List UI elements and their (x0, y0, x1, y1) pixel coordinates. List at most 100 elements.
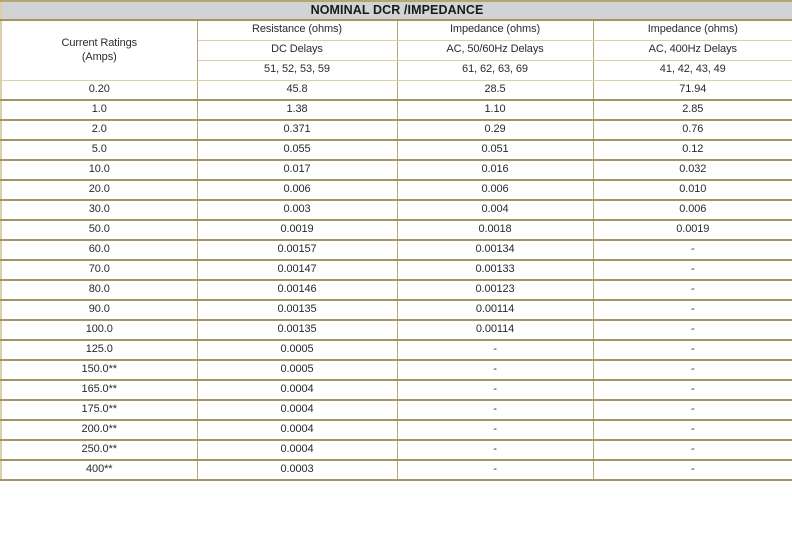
cell-impedance-400: 0.032 (592, 160, 792, 181)
cell-impedance-5060: 0.004 (396, 200, 594, 221)
cell-impedance-5060: - (396, 400, 594, 421)
cell-resistance-dc: 1.38 (196, 100, 398, 121)
cell-impedance-400: 0.006 (592, 200, 792, 221)
cell-impedance-5060: 0.00123 (396, 280, 594, 301)
cell-resistance-dc: 0.0004 (196, 420, 398, 441)
header-models-ac5060: 61, 62, 63, 69 (396, 59, 594, 81)
cell-impedance-5060: 0.016 (396, 160, 594, 181)
cell-current-rating: 250.0** (0, 440, 198, 461)
cell-impedance-5060: - (396, 360, 594, 381)
cell-impedance-5060: 1.10 (396, 100, 594, 121)
header-row-delay: DC Delays AC, 50/60Hz Delays AC, 400Hz D… (1, 39, 792, 61)
cell-current-rating: 5.0 (0, 140, 198, 161)
cell-impedance-400: - (592, 280, 792, 301)
cell-impedance-400: 2.85 (592, 100, 792, 121)
cell-current-rating: 1.0 (0, 100, 198, 121)
table-row: 10.0 0.017 0.016 0.032 (0, 160, 792, 181)
table-row: 1.0 1.38 1.10 2.85 (0, 100, 792, 121)
cell-resistance-dc: 0.017 (196, 160, 398, 181)
cell-current-rating: 80.0 (0, 280, 198, 301)
cell-resistance-dc: 0.0003 (196, 460, 398, 481)
table-body: 0.20 45.8 28.5 71.94 1.0 1.38 1.10 2.85 … (0, 80, 792, 481)
cell-current-rating: 70.0 (0, 260, 198, 281)
cell-impedance-400: - (592, 460, 792, 481)
table-row: 80.0 0.00146 0.00123 - (0, 280, 792, 301)
cell-impedance-400: - (592, 320, 792, 341)
cell-current-rating: 30.0 (0, 200, 198, 221)
cell-impedance-400: - (592, 380, 792, 401)
cell-resistance-dc: 0.0004 (196, 400, 398, 421)
table-title: NOMINAL DCR /IMPEDANCE (1, 1, 792, 21)
cell-impedance-400: 0.010 (592, 180, 792, 201)
table-row: 0.20 45.8 28.5 71.94 (0, 80, 792, 101)
cell-impedance-5060: 0.29 (396, 120, 594, 141)
table-row: 100.0 0.00135 0.00114 - (0, 320, 792, 341)
header-ac-5060-delays: AC, 50/60Hz Delays (396, 39, 594, 61)
cell-impedance-5060: - (396, 440, 594, 461)
cell-current-rating: 125.0 (0, 340, 198, 361)
cell-impedance-5060: - (396, 380, 594, 401)
cell-impedance-400: - (592, 400, 792, 421)
cell-impedance-400: - (592, 340, 792, 361)
cell-resistance-dc: 0.0005 (196, 340, 398, 361)
cell-impedance-400: - (592, 440, 792, 461)
cell-current-rating: 100.0 (0, 320, 198, 341)
cell-resistance-dc: 0.0004 (196, 440, 398, 461)
table-row: 30.0 0.003 0.004 0.006 (0, 200, 792, 221)
cell-resistance-dc: 0.371 (196, 120, 398, 141)
cell-impedance-400: - (592, 240, 792, 261)
cell-impedance-5060: - (396, 420, 594, 441)
cell-impedance-5060: - (396, 460, 594, 481)
cell-resistance-dc: 0.0005 (196, 360, 398, 381)
cell-impedance-400: 0.76 (592, 120, 792, 141)
cell-resistance-dc: 0.0004 (196, 380, 398, 401)
cell-resistance-dc: 45.8 (196, 80, 398, 101)
cell-resistance-dc: 0.0019 (196, 220, 398, 241)
cell-impedance-400: 0.12 (592, 140, 792, 161)
title-row: NOMINAL DCR /IMPEDANCE (1, 1, 792, 21)
cell-current-rating: 2.0 (0, 120, 198, 141)
header-impedance-400-ohms: Impedance (ohms) (592, 19, 792, 41)
dcr-impedance-table: NOMINAL DCR /IMPEDANCE Current Ratings (… (0, 0, 792, 481)
cell-impedance-400: - (592, 360, 792, 381)
cell-impedance-5060: - (396, 340, 594, 361)
cell-current-rating: 20.0 (0, 180, 198, 201)
cell-impedance-5060: 0.00134 (396, 240, 594, 261)
cell-current-rating: 50.0 (0, 220, 198, 241)
cell-current-rating: 400** (0, 460, 198, 481)
cell-current-rating: 165.0** (0, 380, 198, 401)
cell-current-rating: 90.0 (0, 300, 198, 321)
cell-resistance-dc: 0.00146 (196, 280, 398, 301)
cell-impedance-5060: 0.0018 (396, 220, 594, 241)
header-ac-400-delays: AC, 400Hz Delays (592, 39, 792, 61)
header-impedance-5060-ohms: Impedance (ohms) (396, 19, 594, 41)
table-row: 5.0 0.055 0.051 0.12 (0, 140, 792, 161)
header-resistance-ohms: Resistance (ohms) (196, 19, 398, 41)
cell-resistance-dc: 0.055 (196, 140, 398, 161)
table-row: 90.0 0.00135 0.00114 - (0, 300, 792, 321)
cell-resistance-dc: 0.00147 (196, 260, 398, 281)
cell-resistance-dc: 0.003 (196, 200, 398, 221)
header-current-ratings-line1: Current Ratings (61, 36, 138, 49)
table-row: 125.0 0.0005 - - (0, 340, 792, 361)
cell-current-rating: 10.0 (0, 160, 198, 181)
table-row: 20.0 0.006 0.006 0.010 (0, 180, 792, 201)
table-row: 165.0** 0.0004 - - (0, 380, 792, 401)
table-row: 50.0 0.0019 0.0018 0.0019 (0, 220, 792, 241)
cell-resistance-dc: 0.00135 (196, 300, 398, 321)
cell-resistance-dc: 0.00157 (196, 240, 398, 261)
header-row-type: Current Ratings (Amps) Resistance (ohms)… (0, 19, 792, 81)
table-row: 175.0** 0.0004 - - (0, 400, 792, 421)
cell-resistance-dc: 0.00135 (196, 320, 398, 341)
header-current-ratings-line2: (Amps) (81, 51, 117, 64)
cell-impedance-400: 0.0019 (592, 220, 792, 241)
table-row: 60.0 0.00157 0.00134 - (0, 240, 792, 261)
cell-impedance-400: - (592, 420, 792, 441)
header-current-ratings: Current Ratings (Amps) (0, 19, 198, 81)
table-row: 200.0** 0.0004 - - (0, 420, 792, 441)
table-row: 2.0 0.371 0.29 0.76 (0, 120, 792, 141)
header-dc-delays: DC Delays (196, 39, 398, 61)
table-row: 400** 0.0003 - - (0, 460, 792, 481)
cell-impedance-400: - (592, 300, 792, 321)
cell-current-rating: 200.0** (0, 420, 198, 441)
